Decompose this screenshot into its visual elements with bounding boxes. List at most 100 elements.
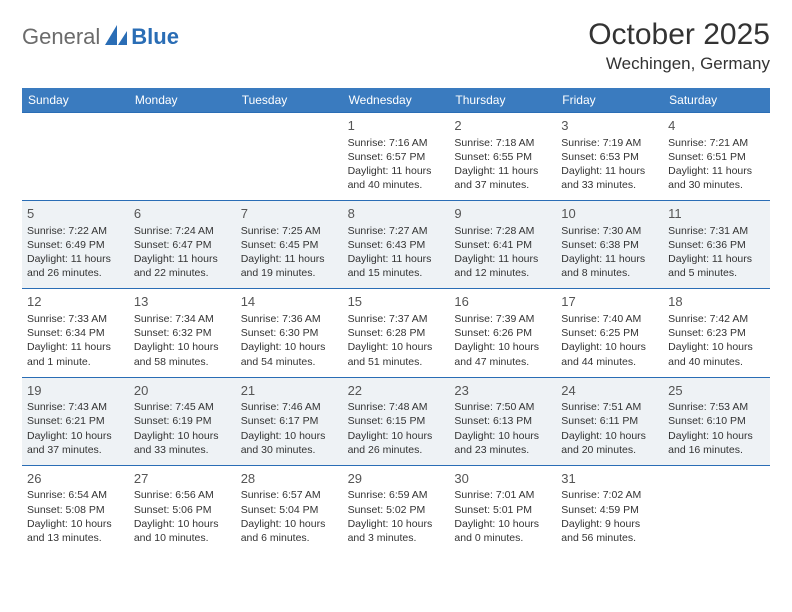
day-cell: 10Sunrise: 7:30 AMSunset: 6:38 PMDayligh… <box>556 201 663 288</box>
day-daylight: Daylight: 10 hours and 0 minutes. <box>454 517 551 545</box>
week-row: 5Sunrise: 7:22 AMSunset: 6:49 PMDaylight… <box>22 200 770 288</box>
day-daylight: Daylight: 10 hours and 58 minutes. <box>134 340 231 368</box>
day-daylight: Daylight: 9 hours and 56 minutes. <box>561 517 658 545</box>
day-sunrise: Sunrise: 7:01 AM <box>454 488 551 502</box>
header: General Blue October 2025 Wechingen, Ger… <box>22 18 770 74</box>
day-number: 1 <box>348 117 445 135</box>
day-number: 9 <box>454 205 551 223</box>
week-row: 1Sunrise: 7:16 AMSunset: 6:57 PMDaylight… <box>22 112 770 200</box>
day-sunrise: Sunrise: 7:18 AM <box>454 136 551 150</box>
day-sunrise: Sunrise: 7:24 AM <box>134 224 231 238</box>
day-cell <box>22 113 129 200</box>
day-cell: 7Sunrise: 7:25 AMSunset: 6:45 PMDaylight… <box>236 201 343 288</box>
week-row: 12Sunrise: 7:33 AMSunset: 6:34 PMDayligh… <box>22 288 770 376</box>
day-daylight: Daylight: 11 hours and 15 minutes. <box>348 252 445 280</box>
day-sunrise: Sunrise: 7:30 AM <box>561 224 658 238</box>
day-number: 19 <box>27 382 124 400</box>
day-cell: 20Sunrise: 7:45 AMSunset: 6:19 PMDayligh… <box>129 378 236 465</box>
day-daylight: Daylight: 10 hours and 37 minutes. <box>27 429 124 457</box>
day-sunset: Sunset: 6:17 PM <box>241 414 338 428</box>
day-cell: 31Sunrise: 7:02 AMSunset: 4:59 PMDayligh… <box>556 466 663 553</box>
day-sunset: Sunset: 4:59 PM <box>561 503 658 517</box>
day-sunrise: Sunrise: 6:59 AM <box>348 488 445 502</box>
day-sunset: Sunset: 6:47 PM <box>134 238 231 252</box>
week-row: 19Sunrise: 7:43 AMSunset: 6:21 PMDayligh… <box>22 377 770 465</box>
day-cell: 2Sunrise: 7:18 AMSunset: 6:55 PMDaylight… <box>449 113 556 200</box>
day-number: 6 <box>134 205 231 223</box>
day-number: 16 <box>454 293 551 311</box>
day-daylight: Daylight: 11 hours and 40 minutes. <box>348 164 445 192</box>
day-number: 14 <box>241 293 338 311</box>
day-number: 2 <box>454 117 551 135</box>
day-sunrise: Sunrise: 7:42 AM <box>668 312 765 326</box>
day-cell: 8Sunrise: 7:27 AMSunset: 6:43 PMDaylight… <box>343 201 450 288</box>
day-sunset: Sunset: 6:49 PM <box>27 238 124 252</box>
day-number: 29 <box>348 470 445 488</box>
day-sunset: Sunset: 5:04 PM <box>241 503 338 517</box>
day-daylight: Daylight: 11 hours and 8 minutes. <box>561 252 658 280</box>
day-number: 7 <box>241 205 338 223</box>
day-sunset: Sunset: 6:38 PM <box>561 238 658 252</box>
day-number: 13 <box>134 293 231 311</box>
day-cell: 1Sunrise: 7:16 AMSunset: 6:57 PMDaylight… <box>343 113 450 200</box>
day-sunset: Sunset: 6:32 PM <box>134 326 231 340</box>
day-daylight: Daylight: 11 hours and 37 minutes. <box>454 164 551 192</box>
day-number: 25 <box>668 382 765 400</box>
day-cell: 12Sunrise: 7:33 AMSunset: 6:34 PMDayligh… <box>22 289 129 376</box>
day-sunrise: Sunrise: 7:19 AM <box>561 136 658 150</box>
day-cell <box>663 466 770 553</box>
day-sunset: Sunset: 6:13 PM <box>454 414 551 428</box>
day-sunset: Sunset: 6:28 PM <box>348 326 445 340</box>
day-sunrise: Sunrise: 7:51 AM <box>561 400 658 414</box>
weekday-wednesday: Wednesday <box>343 88 450 112</box>
day-cell: 24Sunrise: 7:51 AMSunset: 6:11 PMDayligh… <box>556 378 663 465</box>
day-cell: 29Sunrise: 6:59 AMSunset: 5:02 PMDayligh… <box>343 466 450 553</box>
day-sunset: Sunset: 6:10 PM <box>668 414 765 428</box>
day-daylight: Daylight: 10 hours and 13 minutes. <box>27 517 124 545</box>
weekday-thursday: Thursday <box>449 88 556 112</box>
day-number: 28 <box>241 470 338 488</box>
day-sunset: Sunset: 6:53 PM <box>561 150 658 164</box>
day-sunset: Sunset: 6:15 PM <box>348 414 445 428</box>
weekday-monday: Monday <box>129 88 236 112</box>
day-sunrise: Sunrise: 7:43 AM <box>27 400 124 414</box>
day-daylight: Daylight: 11 hours and 22 minutes. <box>134 252 231 280</box>
day-number: 3 <box>561 117 658 135</box>
day-cell: 25Sunrise: 7:53 AMSunset: 6:10 PMDayligh… <box>663 378 770 465</box>
day-daylight: Daylight: 10 hours and 40 minutes. <box>668 340 765 368</box>
day-sunrise: Sunrise: 7:37 AM <box>348 312 445 326</box>
day-daylight: Daylight: 11 hours and 26 minutes. <box>27 252 124 280</box>
day-sunset: Sunset: 6:57 PM <box>348 150 445 164</box>
day-sunrise: Sunrise: 7:36 AM <box>241 312 338 326</box>
month-title: October 2025 <box>588 18 770 52</box>
day-sunset: Sunset: 5:08 PM <box>27 503 124 517</box>
day-number: 23 <box>454 382 551 400</box>
day-sunset: Sunset: 6:11 PM <box>561 414 658 428</box>
day-sunrise: Sunrise: 7:21 AM <box>668 136 765 150</box>
day-number: 27 <box>134 470 231 488</box>
day-number: 11 <box>668 205 765 223</box>
day-daylight: Daylight: 11 hours and 5 minutes. <box>668 252 765 280</box>
day-daylight: Daylight: 10 hours and 33 minutes. <box>134 429 231 457</box>
day-cell: 11Sunrise: 7:31 AMSunset: 6:36 PMDayligh… <box>663 201 770 288</box>
day-number: 4 <box>668 117 765 135</box>
day-sunset: Sunset: 5:01 PM <box>454 503 551 517</box>
day-sunset: Sunset: 6:34 PM <box>27 326 124 340</box>
day-cell <box>236 113 343 200</box>
title-block: October 2025 Wechingen, Germany <box>588 18 770 74</box>
day-daylight: Daylight: 10 hours and 47 minutes. <box>454 340 551 368</box>
day-number: 26 <box>27 470 124 488</box>
day-cell: 15Sunrise: 7:37 AMSunset: 6:28 PMDayligh… <box>343 289 450 376</box>
day-cell: 4Sunrise: 7:21 AMSunset: 6:51 PMDaylight… <box>663 113 770 200</box>
day-daylight: Daylight: 10 hours and 26 minutes. <box>348 429 445 457</box>
day-cell: 17Sunrise: 7:40 AMSunset: 6:25 PMDayligh… <box>556 289 663 376</box>
day-sunrise: Sunrise: 7:28 AM <box>454 224 551 238</box>
day-sunrise: Sunrise: 7:39 AM <box>454 312 551 326</box>
day-sunrise: Sunrise: 7:53 AM <box>668 400 765 414</box>
weekday-tuesday: Tuesday <box>236 88 343 112</box>
day-sunrise: Sunrise: 7:50 AM <box>454 400 551 414</box>
day-sunrise: Sunrise: 7:34 AM <box>134 312 231 326</box>
day-sunset: Sunset: 6:45 PM <box>241 238 338 252</box>
day-sunset: Sunset: 5:02 PM <box>348 503 445 517</box>
day-sunrise: Sunrise: 7:46 AM <box>241 400 338 414</box>
